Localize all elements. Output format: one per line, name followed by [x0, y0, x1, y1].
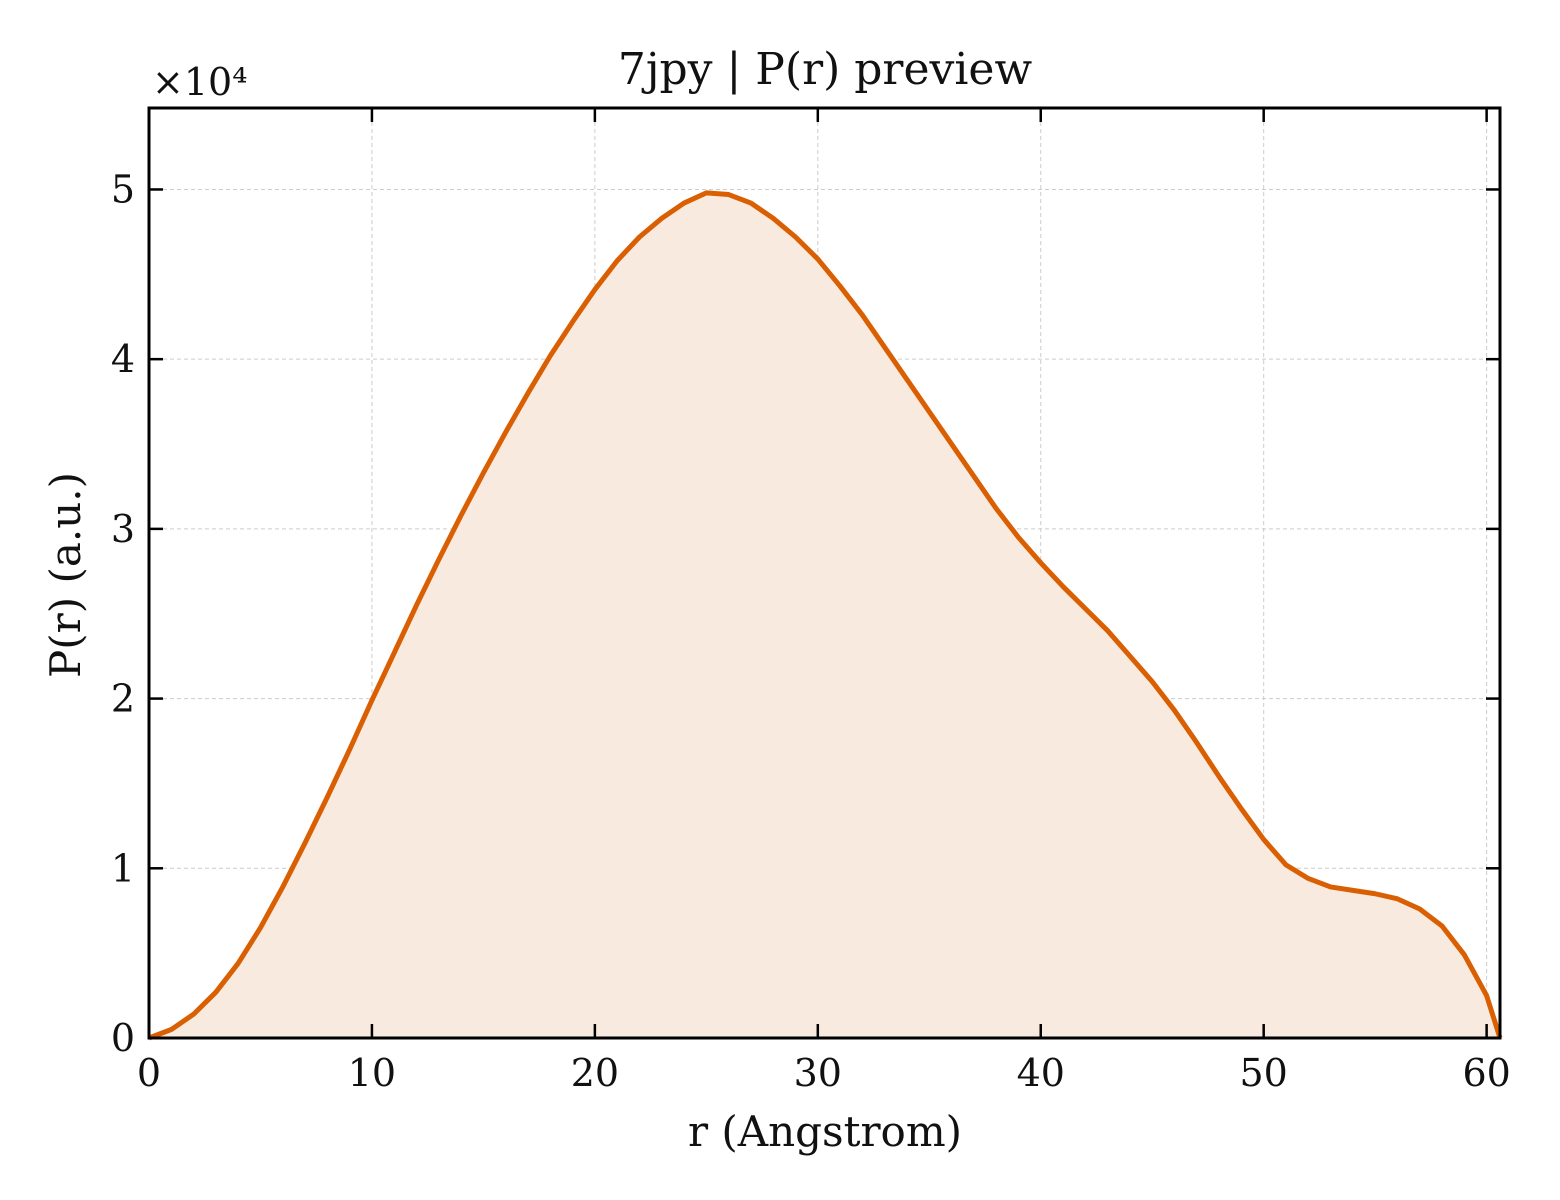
- y-tick-label-4: 4: [111, 337, 135, 381]
- x-tick-label-2: 20: [571, 1051, 619, 1095]
- y-axis-multiplier: ×10⁴: [152, 60, 247, 104]
- x-tick-label-3: 30: [794, 1051, 842, 1095]
- y-axis-ticks: 0 1 2 3 4 5: [111, 167, 1500, 1060]
- pr-area-fill: [149, 192, 1500, 1039]
- x-tick-label-6: 60: [1462, 1051, 1510, 1095]
- x-tick-label-5: 50: [1240, 1051, 1288, 1095]
- x-tick-label-0: 0: [137, 1051, 161, 1095]
- plot-frame: [147, 106, 1502, 1040]
- x-tick-label-1: 10: [348, 1051, 396, 1095]
- y-tick-label-1: 1: [111, 846, 135, 890]
- x-axis-ticks: 0 10 20 30 40 50 60: [137, 108, 1511, 1095]
- y-axis-label: P(r) (a.u.): [41, 472, 90, 678]
- y-tick-label-5: 5: [111, 167, 135, 211]
- x-axis-label: r (Angstrom): [688, 1107, 962, 1156]
- y-tick-label-0: 0: [111, 1016, 135, 1060]
- y-tick-label-2: 2: [111, 677, 135, 721]
- pr-curve: [148, 190, 1503, 1041]
- x-tick-label-4: 40: [1017, 1051, 1065, 1095]
- y-tick-label-3: 3: [111, 507, 135, 551]
- chart-title: 7jpy | P(r) preview: [618, 44, 1033, 95]
